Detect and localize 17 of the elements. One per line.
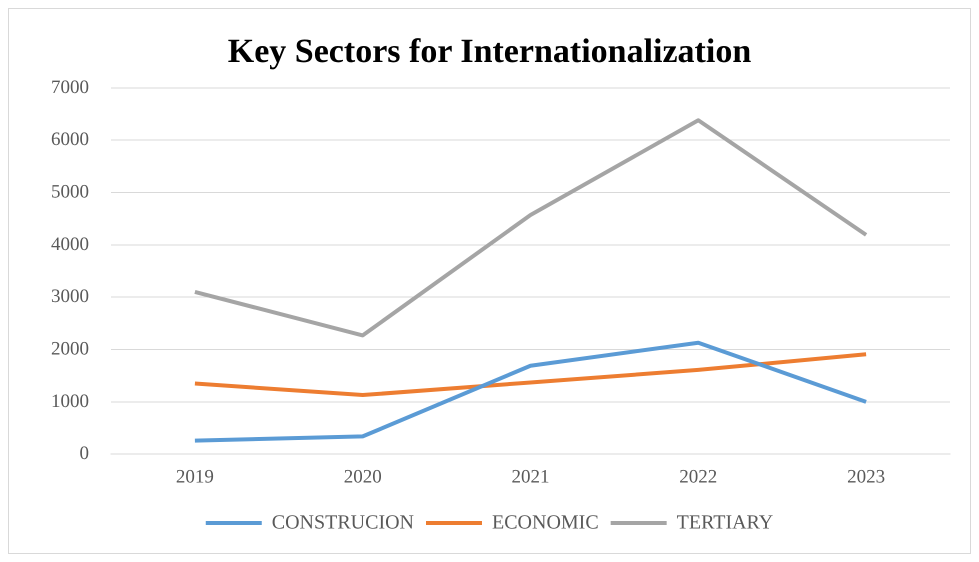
x-tick-label: 2022 [679, 466, 718, 488]
y-tick-label: 7000 [51, 76, 89, 98]
x-tick-label: 2023 [847, 466, 886, 488]
y-tick-label: 2000 [51, 338, 89, 360]
x-tick-label: 2021 [512, 466, 550, 488]
y-tick-label: 4000 [51, 234, 89, 255]
y-tick-label: 3000 [51, 286, 89, 308]
x-tick-label: 2020 [344, 466, 382, 488]
chart-title: Key Sectors for Internationalization [228, 33, 752, 70]
y-tick-label: 1000 [51, 390, 89, 412]
legend-label: CONSTRUCION [272, 511, 414, 534]
legend-label: ECONOMIC [492, 511, 599, 534]
y-tick-label: 0 [80, 443, 89, 464]
y-tick-label: 6000 [51, 129, 89, 150]
y-tick-label: 5000 [51, 181, 89, 202]
x-tick-label: 2019 [176, 466, 214, 488]
legend-label: TERTIARY [676, 511, 774, 534]
